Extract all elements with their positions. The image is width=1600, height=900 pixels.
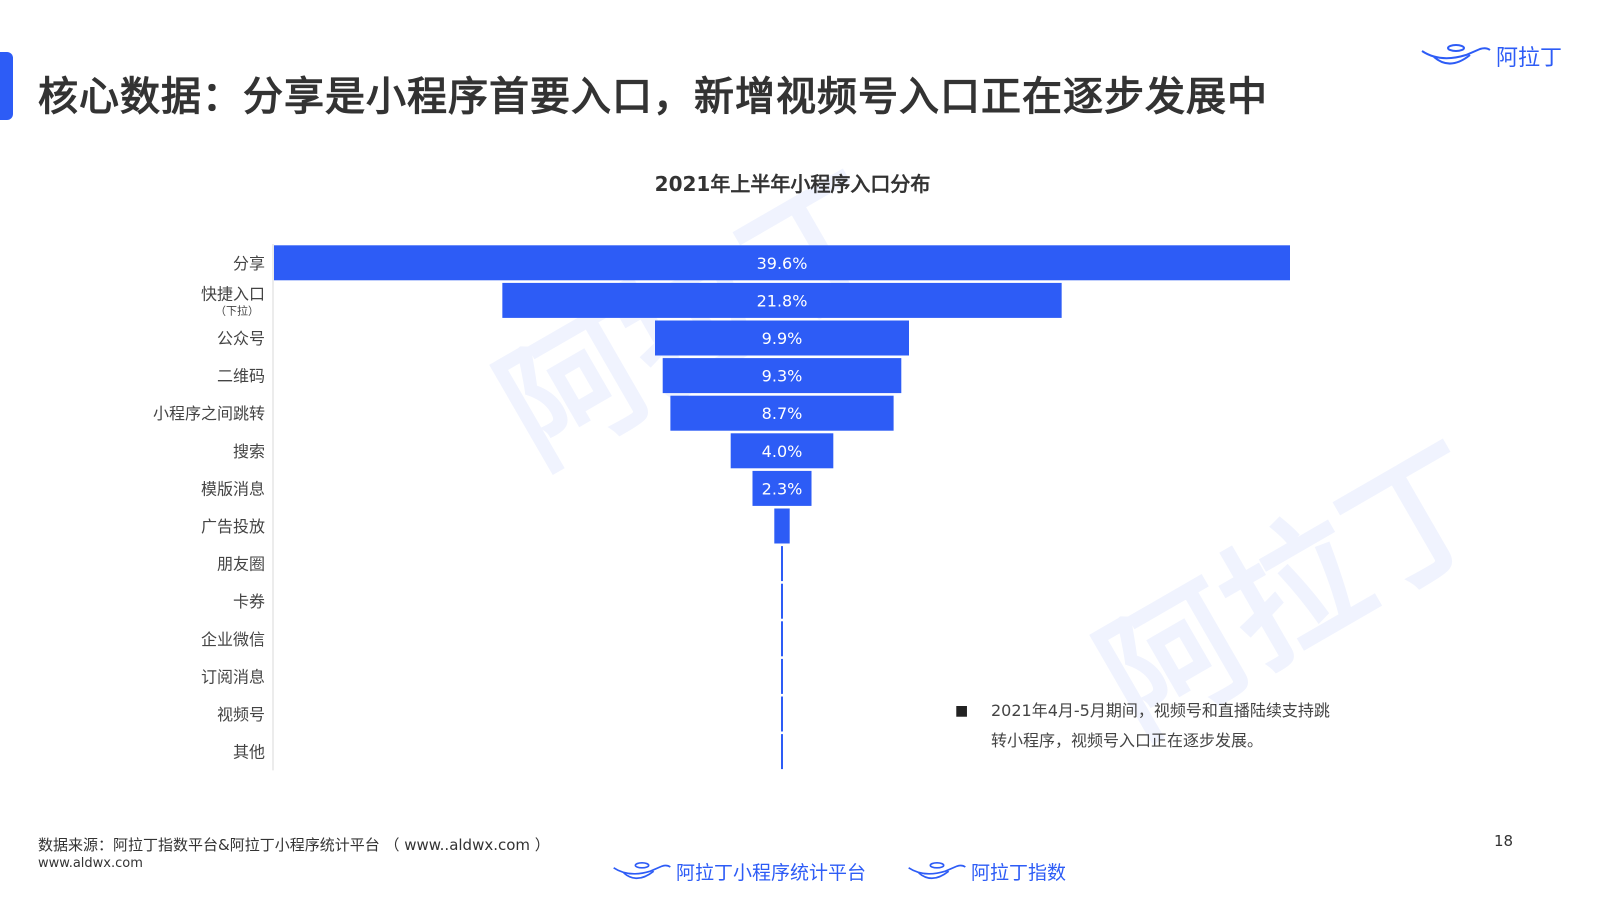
note-box: ■ 2021年4月-5月期间，视频号和直播陆续支持跳转小程序，视频号入口正在逐步… (955, 696, 1331, 756)
data-label: 2.3% (762, 479, 803, 498)
category-label: 卡券 (233, 592, 265, 611)
magic-lamp-icon (1421, 44, 1491, 65)
data-label: 8.7% (762, 404, 803, 423)
data-label: 9.3% (762, 367, 803, 386)
brand-name: 阿拉丁 (1496, 46, 1563, 71)
footer-brand-index: 阿拉丁指数 (907, 858, 1066, 885)
category-label: 小程序之间跳转 (153, 404, 265, 423)
brand-logo: 阿拉丁 (1420, 40, 1562, 72)
funnel-bar (781, 583, 783, 619)
chart-title: 2021年上半年小程序入口分布 (654, 172, 931, 196)
category-label: 搜索 (233, 442, 265, 461)
category-label: 分享 (233, 254, 265, 273)
funnel-bar (774, 508, 790, 544)
category-label: 二维码 (217, 367, 265, 386)
funnel-bar (502, 282, 1062, 318)
footer-brand-platform-name: 阿拉丁小程序统计平台 (676, 862, 867, 884)
category-label: 公众号 (217, 329, 265, 348)
category-sublabel: （下拉） (215, 303, 259, 317)
funnel-bar (752, 470, 812, 506)
note-text: 2021年4月-5月期间，视频号和直播陆续支持跳转小程序，视频号入口正在逐步发展… (991, 701, 1330, 750)
funnel-bar (781, 734, 783, 770)
category-label: 企业微信 (201, 630, 265, 649)
funnel-bar (274, 245, 1290, 281)
funnel-bar (670, 395, 894, 431)
magic-lamp-icon (908, 861, 966, 879)
data-label: 21.8% (757, 291, 808, 310)
footer-brand-index-name: 阿拉丁指数 (971, 862, 1067, 884)
square-bullet-icon: ■ (955, 703, 969, 719)
title-accent-bar (0, 52, 13, 120)
footer-url: www.aldwx.com (38, 856, 143, 871)
category-label: 订阅消息 (201, 667, 265, 686)
funnel-bar (781, 696, 783, 732)
funnel-bar (781, 621, 783, 657)
category-label: 广告投放 (201, 517, 265, 536)
page-number: 18 (1494, 832, 1514, 850)
page-title: 核心数据：分享是小程序首要入口，新增视频号入口正在逐步发展中 (38, 74, 1268, 120)
category-label: 快捷入口 (201, 284, 265, 303)
data-source: 数据来源：阿拉丁指数平台&阿拉丁小程序统计平台 （ www..aldwx.com… (38, 836, 550, 854)
category-label: 其他 (233, 743, 265, 762)
category-label: 朋友圈 (217, 555, 265, 574)
funnel-bar (662, 358, 902, 394)
data-label: 9.9% (762, 329, 803, 348)
funnel-chart: 39.6% 分享 21.8% 快捷入口（下拉） 9.9% 公众号 9.3% 二维码 8.7% 小程… (153, 244, 1290, 771)
category-label: 模版消息 (201, 479, 265, 498)
funnel-bar (655, 320, 909, 356)
magic-lamp-icon (613, 861, 671, 879)
data-label: 4.0% (762, 442, 803, 461)
funnel-bar (730, 433, 834, 469)
data-label: 39.6% (757, 254, 808, 273)
funnel-bar (781, 546, 783, 582)
category-label: 视频号 (217, 705, 265, 724)
funnel-bar (781, 658, 783, 694)
footer-brand-platform: 阿拉丁小程序统计平台 (612, 858, 866, 885)
